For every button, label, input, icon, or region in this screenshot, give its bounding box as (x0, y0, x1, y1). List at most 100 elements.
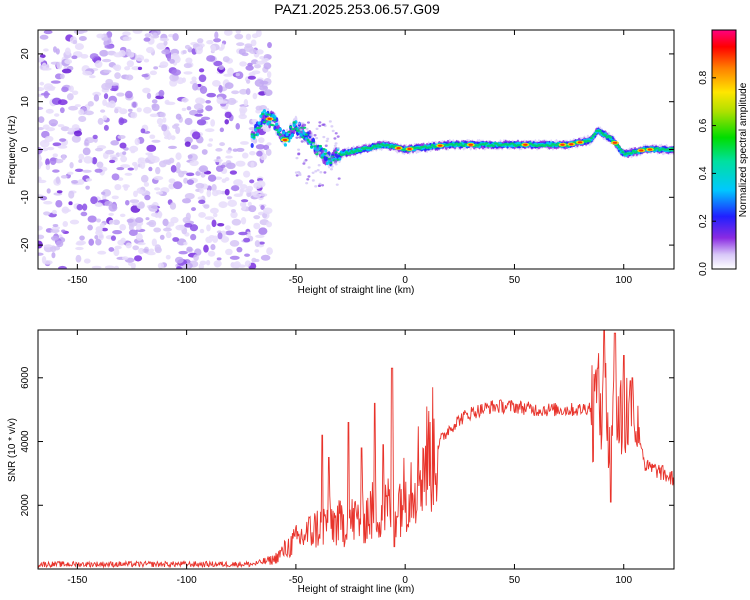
noise-blob (112, 219, 120, 226)
signal-smear (302, 162, 306, 165)
noise-blob (162, 117, 167, 123)
signal-blob (308, 140, 312, 144)
noise-blob (142, 87, 151, 94)
noise-blob (42, 260, 53, 265)
signal-blob (273, 118, 277, 122)
noise-blob (108, 212, 114, 216)
noise-blob (46, 146, 55, 151)
noise-blob (112, 229, 123, 235)
noise-blob (120, 164, 131, 168)
noise-blob (52, 46, 57, 53)
noise-blob (247, 62, 253, 67)
signal-hotspot-core (523, 143, 528, 146)
noise-blob (184, 117, 193, 126)
noise-blob (231, 185, 240, 192)
signal-blob (589, 136, 593, 140)
noise-blob (127, 108, 133, 112)
noise-blob (204, 128, 215, 133)
noise-blob (193, 103, 204, 111)
noise-blob (69, 128, 76, 132)
noise-blob (253, 222, 261, 230)
noise-blob (92, 134, 98, 140)
noise-blob (109, 82, 119, 86)
noise-blob (181, 97, 189, 103)
noise-blob (174, 256, 184, 264)
noise-blob (135, 233, 143, 241)
noise-blob (108, 219, 115, 225)
noise-blob (122, 184, 130, 189)
noise-blob (152, 32, 158, 38)
signal-smear (337, 177, 341, 180)
signal-blob (261, 112, 265, 116)
noise-blob (153, 66, 159, 70)
noise-blob (211, 189, 219, 197)
noise-blob (45, 158, 50, 166)
signal-smear (318, 151, 322, 154)
noise-blob (55, 240, 64, 248)
noise-blob (182, 50, 187, 54)
noise-blob (130, 111, 138, 119)
noise-blob (46, 85, 56, 90)
noise-blob (87, 215, 97, 223)
signal-smear (328, 120, 332, 123)
noise-blob (159, 112, 166, 118)
noise-blob (265, 221, 273, 228)
snr-panel: -150 -100 -50 0 50 100 2000 4000 6000 Height of… (7, 329, 675, 595)
signal-smear (321, 184, 325, 187)
noise-blob (38, 160, 43, 167)
noise-blob (51, 209, 57, 215)
noise-blob (231, 90, 240, 95)
noise-blob (165, 254, 171, 260)
noise-blob (206, 40, 214, 45)
noise-blob (156, 117, 164, 125)
noise-blob (248, 205, 257, 213)
signal-smear (295, 174, 299, 177)
noise-blob (217, 232, 223, 240)
noise-blob (114, 184, 122, 191)
noise-blob (219, 127, 225, 133)
noise-blob (209, 207, 219, 214)
noise-blob (230, 211, 238, 219)
noise-blob (239, 141, 249, 145)
signal-smear (311, 179, 315, 182)
noise-blob (100, 109, 106, 113)
noise-blob (127, 261, 134, 266)
noise-blob (198, 263, 205, 269)
bottom-xtick-label: 50 (509, 575, 521, 586)
noise-blob (154, 187, 161, 191)
signal-smear (322, 135, 326, 139)
signal-smear (316, 147, 320, 150)
noise-blob (251, 257, 257, 263)
noise-blob (184, 141, 191, 147)
noise-blob (59, 138, 67, 142)
noise-blob (38, 179, 47, 184)
bottom-ytick-label: 4000 (20, 430, 31, 453)
noise-blob (201, 149, 208, 155)
signal-blob (631, 149, 635, 152)
noise-blob (139, 161, 146, 169)
noise-blob (170, 165, 177, 173)
signal-blob (617, 146, 621, 149)
signal-blob (358, 149, 363, 152)
noise-blob (50, 235, 60, 241)
noise-blob (57, 99, 68, 106)
noise-blob (183, 71, 193, 75)
noise-blob (255, 144, 265, 150)
noise-blob (211, 219, 217, 228)
noise-blob (229, 239, 240, 247)
noise-blob (233, 179, 243, 187)
noise-blob (94, 202, 103, 207)
noise-blob (235, 30, 242, 35)
noise-blob (219, 142, 226, 147)
noise-blob (205, 259, 211, 266)
noise-blob (96, 161, 104, 168)
signal-blob (254, 133, 258, 136)
noise-blob (255, 30, 262, 38)
noise-blob (87, 224, 93, 231)
noise-blob (59, 107, 65, 114)
noise-blob (236, 246, 243, 253)
signal-smear (307, 175, 311, 178)
signal-blob (313, 145, 317, 148)
noise-blob (146, 221, 155, 226)
